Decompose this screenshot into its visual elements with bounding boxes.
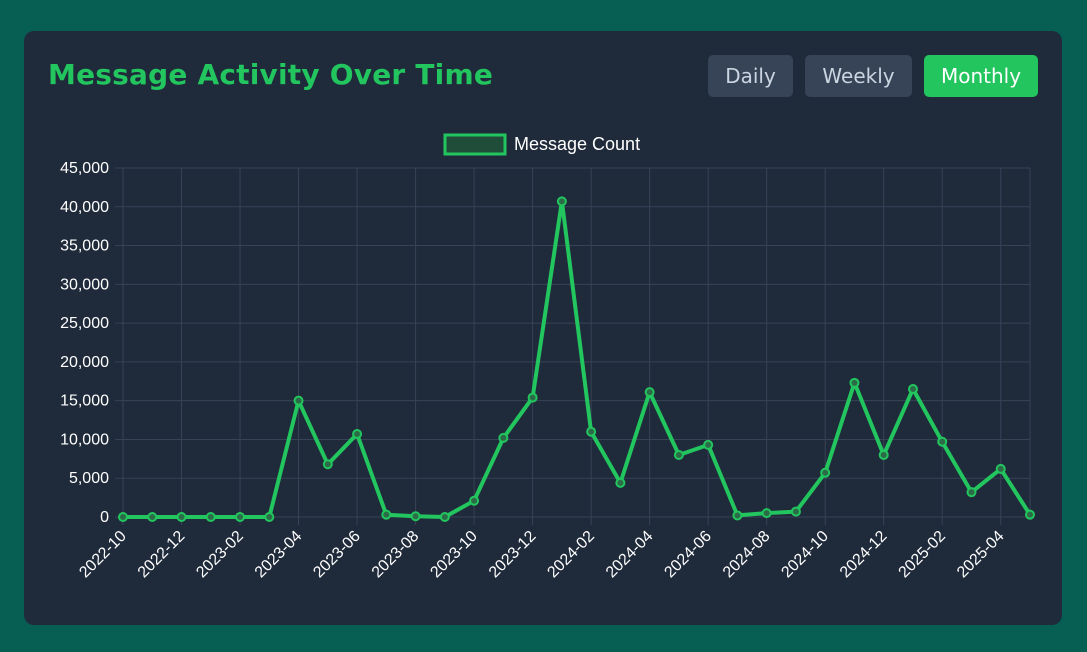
y-tick-label: 0 [100, 509, 109, 526]
y-tick-label: 45,000 [60, 160, 109, 177]
x-tick-label: 2024-10 [778, 528, 832, 582]
data-point[interactable] [995, 463, 1006, 474]
x-tick-label: 2024-08 [720, 528, 774, 582]
data-point[interactable] [498, 432, 509, 443]
data-point[interactable] [381, 509, 392, 520]
data-point[interactable] [761, 508, 772, 519]
y-tick-label: 30,000 [60, 276, 109, 293]
series-line [123, 199, 1032, 519]
x-tick-label: 2024-04 [603, 528, 657, 582]
data-point[interactable] [907, 384, 918, 395]
data-point[interactable] [176, 512, 187, 522]
y-axis: 0 5,000 10,000 15,000 20,000 25,000 30,000 35,0… [60, 160, 109, 526]
data-point[interactable] [849, 377, 860, 388]
x-tick-label: 2024-02 [544, 528, 598, 582]
data-point[interactable] [1025, 509, 1035, 520]
data-point[interactable] [615, 477, 626, 488]
x-tick-label: 2025-04 [954, 528, 1008, 582]
y-tick-label: 15,000 [60, 393, 109, 410]
data-point[interactable] [147, 512, 158, 522]
y-tick-label: 5,000 [69, 470, 109, 487]
series-message-count [118, 196, 1035, 522]
x-tick-label: 2023-02 [193, 528, 247, 582]
x-tick-label: 2022-10 [76, 528, 130, 582]
monthly-button[interactable]: Monthly [924, 55, 1038, 97]
data-point[interactable] [352, 429, 363, 440]
page-title: Message Activity Over Time [48, 58, 494, 91]
y-tick-label: 40,000 [60, 199, 109, 216]
data-point[interactable] [527, 392, 538, 403]
data-point[interactable] [293, 395, 304, 406]
y-tick-label: 35,000 [60, 238, 109, 255]
data-point[interactable] [703, 439, 714, 450]
x-tick-label: 2023-04 [252, 528, 306, 582]
x-tick-label: 2025-02 [896, 528, 950, 582]
data-point[interactable] [410, 511, 421, 522]
data-point[interactable] [732, 510, 743, 521]
data-point[interactable] [439, 512, 450, 522]
data-point[interactable] [937, 436, 948, 447]
data-point[interactable] [322, 459, 333, 470]
x-tick-label: 2023-10 [427, 528, 481, 582]
legend-swatch [443, 133, 507, 156]
data-point[interactable] [469, 495, 480, 506]
line-chart: Message Count 0 5,000 10,000 15,000 20,000 25… [60, 133, 1035, 582]
y-tick-label: 10,000 [60, 431, 109, 448]
data-point[interactable] [235, 512, 246, 522]
chart-card: Message Activity Over Time Daily Weekly … [24, 31, 1062, 625]
data-point[interactable] [556, 196, 567, 207]
x-tick-label: 2024-12 [837, 528, 891, 582]
data-point[interactable] [878, 449, 889, 460]
data-point[interactable] [673, 449, 684, 460]
grid [115, 167, 1031, 525]
y-tick-label: 25,000 [60, 315, 109, 332]
data-point[interactable] [205, 512, 216, 522]
x-tick-label: 2024-06 [661, 528, 715, 582]
data-point[interactable] [820, 467, 831, 478]
y-tick-label: 20,000 [60, 354, 109, 371]
data-point[interactable] [264, 512, 275, 522]
daily-button[interactable]: Daily [708, 55, 793, 97]
x-tick-label: 2023-08 [369, 528, 423, 582]
data-point[interactable] [644, 387, 655, 398]
x-tick-label: 2023-12 [486, 528, 540, 582]
legend-label: Message Count [514, 134, 640, 154]
data-point[interactable] [966, 487, 977, 498]
data-point[interactable] [790, 506, 801, 517]
x-tick-label: 2023-06 [310, 528, 364, 582]
weekly-button[interactable]: Weekly [805, 55, 912, 97]
data-point[interactable] [118, 512, 128, 522]
data-point[interactable] [586, 426, 597, 437]
x-axis: 2022-10 2022-12 2023-02 2023-04 2023-06 2023-… [76, 528, 1007, 582]
legend: Message Count [443, 133, 640, 156]
x-tick-label: 2022-12 [135, 528, 189, 582]
